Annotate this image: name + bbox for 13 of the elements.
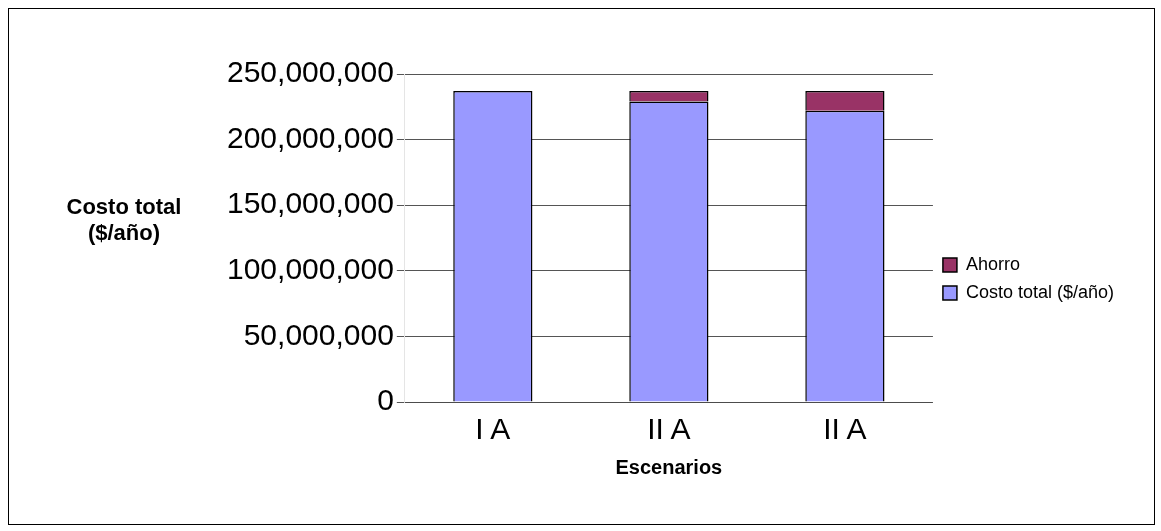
y-tick-label: 0 <box>377 383 394 417</box>
legend-label: Costo total ($/año) <box>965 281 1114 302</box>
y-tick-label: 150,000,000 <box>226 186 394 220</box>
y-axis-title: Costo total ($/año) <box>65 194 183 246</box>
y-tick-label: 100,000,000 <box>226 252 394 286</box>
legend-label: Ahorro <box>965 253 1020 274</box>
x-tick-label: II A <box>647 412 691 446</box>
y-tick-label: 250,000,000 <box>226 55 394 89</box>
x-tick-label: I A <box>475 412 511 446</box>
x-axis-title: Escenarios <box>615 455 723 478</box>
y-tick-label: 50,000,000 <box>243 317 394 351</box>
x-tick-label: II A <box>823 412 867 446</box>
y-tick-label: 200,000,000 <box>226 120 394 154</box>
